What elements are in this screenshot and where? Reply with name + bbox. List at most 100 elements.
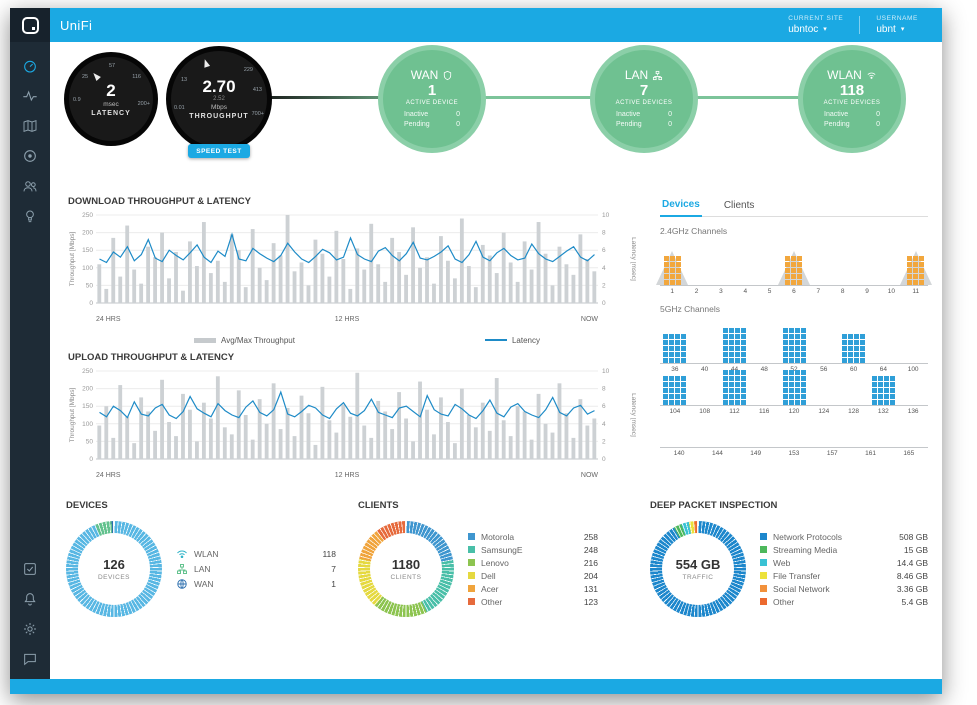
throughput-gauge[interactable]: 0.01 13 229 413 700+ 2.70 2.52 Mbps THRO… <box>166 46 272 152</box>
pending-value: 0 <box>876 121 880 128</box>
latency-unit: msec <box>103 100 119 108</box>
wifi-icon <box>867 72 876 79</box>
dpi-total: 554 GB <box>675 557 721 572</box>
devices-donut-chart: 126 DEVICES <box>66 521 162 617</box>
sidebar-top-icons <box>10 58 50 224</box>
throughput-value: 2.70 <box>202 77 236 96</box>
clients-section: CLIENTS 1180 CLIENTS Motorola 258 SamsungE… <box>358 500 650 617</box>
wlan-count: 118 <box>839 82 865 100</box>
legend-row: Motorola 258 <box>468 532 598 542</box>
insights-icon[interactable] <box>22 208 38 224</box>
gauge-needle <box>91 71 101 81</box>
legend-row: Network Protocols 508 GB <box>760 532 928 542</box>
gauge-tick: 0.01 <box>174 105 185 111</box>
current-site-dropdown[interactable]: CURRENT SITE ubntoc ▾ <box>772 8 859 42</box>
gauge-tick: 700+ <box>251 111 264 117</box>
footer-bar <box>10 679 942 694</box>
dashboard-icon[interactable] <box>22 58 38 74</box>
latency-gauge[interactable]: 0.9 25 57 116 200+ 2 msec LATENCY <box>64 52 158 146</box>
lan-name: LAN <box>624 68 649 83</box>
throughput-legend-swatch <box>194 337 216 343</box>
inactive-value: 0 <box>668 111 672 119</box>
clients-donut-chart: 1180 CLIENTS <box>358 521 454 617</box>
lan-icon <box>176 563 188 575</box>
legend-bullet <box>468 598 475 605</box>
svg-text:10: 10 <box>602 212 610 219</box>
inactive-label: Inactive <box>404 111 429 119</box>
svg-text:0: 0 <box>89 456 93 463</box>
unifi-logo[interactable] <box>10 8 50 42</box>
devices-total-label: DEVICES <box>97 574 131 581</box>
svg-text:0: 0 <box>89 300 93 307</box>
devices-icon[interactable] <box>22 148 38 164</box>
map-icon[interactable] <box>22 118 38 134</box>
topbar-divider <box>859 16 861 34</box>
throughput-unit: Mbps <box>211 104 227 111</box>
wan-status-circle[interactable]: WAN 1 ACTIVE DEVICE Inactive 0 Pending 0 <box>378 45 486 153</box>
legend-bullet <box>468 533 475 540</box>
latency-legend-swatch <box>484 339 507 341</box>
legend-row: Dell 204 <box>468 571 598 581</box>
wan-count-label: ACTIVE DEVICE <box>405 100 459 107</box>
legend-row: Acer 131 <box>468 584 598 594</box>
gauge-needle <box>201 58 211 68</box>
pending-value: 0 <box>668 121 672 128</box>
latency-legend-label: Latency <box>511 335 541 345</box>
wlan-status-circle[interactable]: WLAN 118 ACTIVE DEVICES Inactive 0 Pendin… <box>798 45 906 153</box>
username-dropdown[interactable]: USERNAME ubnt ▾ <box>860 8 934 42</box>
gauge-tick: 413 <box>252 87 262 93</box>
legend-row: Web 14.4 GB <box>760 558 928 568</box>
upload-chart-title: UPLOAD THROUGHPUT & LATENCY <box>68 352 235 363</box>
sidebar-bottom-icons <box>10 561 50 667</box>
svg-text:6: 6 <box>602 403 606 410</box>
svg-text:50: 50 <box>86 438 94 445</box>
lan-count-label: ACTIVE DEVICES <box>615 100 673 107</box>
svg-text:24 HRS: 24 HRS <box>96 472 121 479</box>
gauge-tick: 13 <box>181 77 188 83</box>
legend-bullet <box>760 533 767 540</box>
events-icon[interactable] <box>22 561 38 577</box>
tab-clients[interactable]: Clients <box>723 200 755 211</box>
svg-text:150: 150 <box>82 247 93 254</box>
legend-bullet <box>468 546 475 553</box>
svg-text:0: 0 <box>602 456 606 463</box>
legend-label: WAN <box>194 579 214 589</box>
wan-icon <box>176 578 188 590</box>
gauge-tick: 116 <box>132 74 141 80</box>
speed-test-button[interactable]: SPEED TEST <box>188 144 250 158</box>
legend-row: Other 123 <box>468 597 598 607</box>
statistics-icon[interactable] <box>22 88 38 104</box>
channels-5ghz-labels-row3: 140 144 149 153 157 161 165 <box>673 450 915 457</box>
gauge-tick: 25 <box>82 74 89 80</box>
gauge-tick: 0.9 <box>73 97 81 103</box>
legend-label: WLAN <box>194 549 219 559</box>
svg-text:200: 200 <box>82 386 93 393</box>
upload-throughput-chart: 0 50 100 150 200 250 0 2 4 6 8 10 Throughput [Mbps] L… <box>69 368 637 479</box>
band-24ghz-label: 2.4GHz Channels <box>660 226 728 236</box>
svg-text:12 HRS: 12 HRS <box>335 316 360 323</box>
svg-text:200: 200 <box>82 230 93 237</box>
wan-name: WAN <box>410 68 439 83</box>
settings-icon[interactable] <box>22 621 38 637</box>
tab-devices[interactable]: Devices <box>660 199 702 217</box>
svg-text:0: 0 <box>602 300 606 307</box>
chat-icon[interactable] <box>22 651 38 667</box>
pending-label: Pending <box>404 121 430 128</box>
chart-legend: Avg/Max Throughput Latency <box>66 330 638 350</box>
wlan-name: WLAN <box>827 68 862 83</box>
summary-donuts: DEVICES 126 DEVICES <box>50 486 942 617</box>
lan-status-circle[interactable]: LAN 7 ACTIVE DEVICES Inactive 0 Pending 0 <box>590 45 698 153</box>
clients-header: CLIENTS <box>358 500 399 511</box>
latency-label: LATENCY <box>91 109 131 117</box>
legend-row: Lenovo 216 <box>468 558 598 568</box>
wlan-count-label: ACTIVE DEVICES <box>823 100 881 107</box>
inactive-value: 0 <box>876 111 880 119</box>
legend-bullet <box>760 559 767 566</box>
username-value: ubnt <box>876 24 896 35</box>
alerts-icon[interactable] <box>22 591 38 607</box>
wifi-icon <box>176 548 188 560</box>
clients-icon[interactable] <box>22 178 38 194</box>
svg-text:4: 4 <box>602 265 606 272</box>
